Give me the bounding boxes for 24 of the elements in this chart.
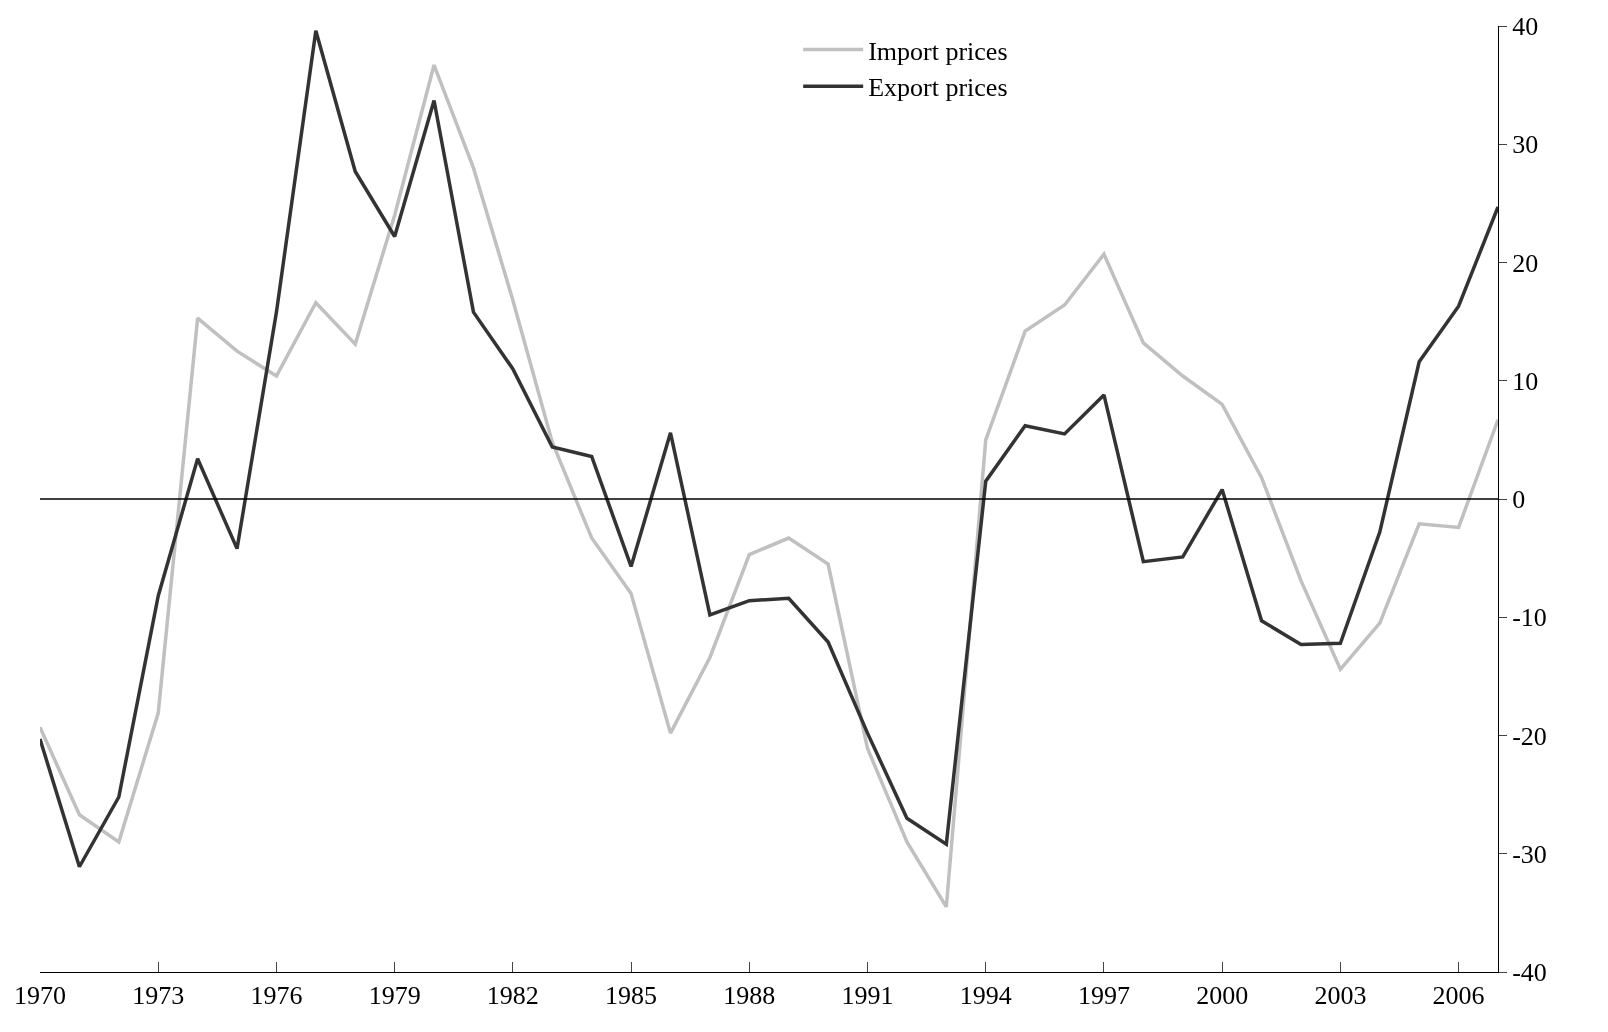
y-tick-label: 0 xyxy=(1512,485,1526,515)
x-tick-label: 1982 xyxy=(486,981,539,1011)
x-tick-label: 1979 xyxy=(368,981,421,1011)
x-tick-label: 1973 xyxy=(132,981,185,1011)
x-tick-label: 2006 xyxy=(1432,981,1485,1011)
y-tick-label: -30 xyxy=(1512,839,1547,869)
y-tick-label: -20 xyxy=(1512,721,1547,751)
x-tick-label: 1985 xyxy=(605,981,658,1011)
y-tick-label: -10 xyxy=(1512,603,1547,633)
x-tick-label: 1970 xyxy=(14,981,66,1011)
y-tick-label: 20 xyxy=(1512,248,1539,278)
legend-label: Export prices xyxy=(868,73,1008,103)
x-tick-label: 1988 xyxy=(723,981,776,1011)
legend-label: Import prices xyxy=(868,36,1008,66)
x-tick-label: 1991 xyxy=(841,981,894,1011)
x-tick-label: 2000 xyxy=(1196,981,1249,1011)
y-tick-label: 40 xyxy=(1512,12,1539,42)
y-tick-label: -40 xyxy=(1512,958,1547,988)
x-tick-label: 1976 xyxy=(250,981,303,1011)
x-tick-label: 1994 xyxy=(959,981,1012,1011)
x-tick-label: 2003 xyxy=(1314,981,1367,1011)
x-tick-label: 1997 xyxy=(1077,981,1130,1011)
y-tick-label: 30 xyxy=(1512,130,1539,160)
y-tick-label: 10 xyxy=(1512,366,1539,396)
